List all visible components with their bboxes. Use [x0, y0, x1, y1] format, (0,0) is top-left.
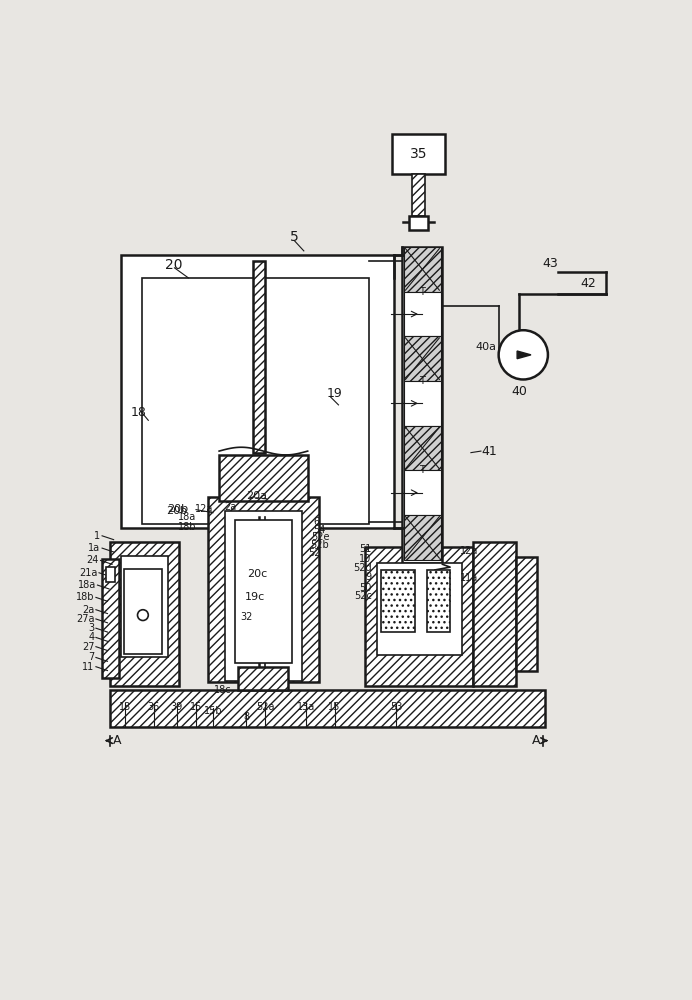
Bar	[381, 570, 415, 632]
Bar	[224, 511, 302, 681]
Bar	[120, 255, 394, 528]
Text: 1a: 1a	[89, 543, 100, 553]
Text: 15: 15	[190, 702, 202, 712]
Circle shape	[499, 330, 548, 379]
Bar	[365, 547, 473, 686]
Text: 7: 7	[88, 652, 94, 662]
Text: A: A	[113, 734, 121, 747]
Bar	[404, 515, 441, 560]
Bar	[238, 667, 289, 690]
Text: 42: 42	[581, 277, 597, 290]
Text: 12a: 12a	[195, 504, 214, 514]
Text: 19c: 19c	[245, 592, 266, 602]
Text: 10: 10	[359, 554, 372, 564]
Bar	[404, 336, 441, 381]
Bar	[110, 542, 179, 686]
Text: 40a: 40a	[475, 342, 496, 352]
Text: 3: 3	[89, 623, 94, 633]
Bar	[404, 247, 441, 292]
Bar	[473, 542, 516, 686]
Text: 52d: 52d	[353, 563, 372, 573]
Text: 11a: 11a	[459, 573, 478, 583]
Text: 54: 54	[313, 525, 325, 535]
Text: 19: 19	[327, 387, 343, 400]
Text: 24: 24	[86, 555, 99, 565]
Text: 1: 1	[94, 531, 100, 541]
Text: 53: 53	[390, 702, 403, 712]
Bar	[120, 556, 168, 657]
Bar	[124, 569, 162, 654]
Text: 41: 41	[481, 445, 497, 458]
Bar	[392, 134, 445, 174]
Bar	[102, 559, 119, 678]
Bar	[106, 567, 115, 582]
Text: 52e: 52e	[311, 532, 330, 542]
Text: 15b: 15b	[203, 706, 222, 716]
Bar	[410, 216, 428, 230]
Text: 18c: 18c	[214, 685, 232, 695]
Text: 39: 39	[171, 702, 183, 712]
Bar	[253, 261, 265, 453]
Text: 4: 4	[89, 632, 94, 642]
Text: 13a: 13a	[297, 702, 316, 712]
Text: 6: 6	[313, 517, 319, 527]
Text: 18b: 18b	[76, 592, 94, 602]
Text: 8: 8	[243, 712, 249, 722]
Bar	[404, 292, 441, 336]
Circle shape	[138, 610, 148, 620]
Text: 52a: 52a	[256, 702, 275, 712]
Text: 20c: 20c	[247, 569, 267, 579]
Text: 20: 20	[165, 258, 183, 272]
Text: 43: 43	[543, 257, 558, 270]
Text: 2a: 2a	[224, 502, 237, 512]
Text: 20b: 20b	[167, 504, 188, 514]
Text: 50: 50	[359, 583, 372, 593]
Bar	[402, 247, 442, 563]
Text: 11: 11	[82, 662, 94, 672]
Text: 18a: 18a	[178, 512, 196, 522]
Text: 32: 32	[241, 612, 253, 622]
Text: 21a: 21a	[79, 568, 98, 578]
Text: 27: 27	[82, 642, 94, 652]
Bar	[208, 497, 319, 682]
Text: 52b: 52b	[310, 540, 329, 550]
Text: T: T	[419, 465, 426, 475]
Bar	[427, 570, 450, 632]
Text: A: A	[531, 734, 540, 747]
Text: 40: 40	[511, 385, 527, 398]
Bar	[219, 455, 308, 501]
Bar	[412, 174, 425, 216]
Text: 13: 13	[119, 702, 131, 712]
Bar	[377, 563, 462, 655]
Bar	[235, 520, 292, 663]
Text: 18a: 18a	[78, 580, 96, 590]
Bar	[404, 381, 441, 426]
Text: 20b: 20b	[165, 506, 187, 516]
Text: 36: 36	[147, 702, 160, 712]
Text: 18b: 18b	[178, 522, 196, 532]
Text: 35: 35	[410, 147, 427, 161]
Text: 52c: 52c	[354, 591, 372, 601]
Text: 15: 15	[329, 702, 341, 712]
Text: 27a: 27a	[76, 614, 94, 624]
Text: 9: 9	[365, 572, 372, 582]
Text: 2a: 2a	[82, 605, 94, 615]
Bar	[404, 470, 441, 515]
Text: 5: 5	[290, 230, 299, 244]
Text: T: T	[419, 287, 426, 297]
Polygon shape	[517, 351, 531, 359]
Text: 20a: 20a	[246, 491, 267, 501]
Text: 52: 52	[309, 548, 321, 558]
Bar	[110, 542, 179, 686]
Bar	[516, 557, 537, 671]
Text: 18: 18	[131, 406, 147, 419]
Bar	[142, 278, 370, 524]
Text: 12a: 12a	[459, 546, 478, 556]
Text: T: T	[419, 376, 426, 386]
Bar	[404, 426, 441, 470]
Text: 51: 51	[359, 544, 372, 554]
Bar	[110, 690, 545, 727]
Bar	[253, 261, 265, 453]
